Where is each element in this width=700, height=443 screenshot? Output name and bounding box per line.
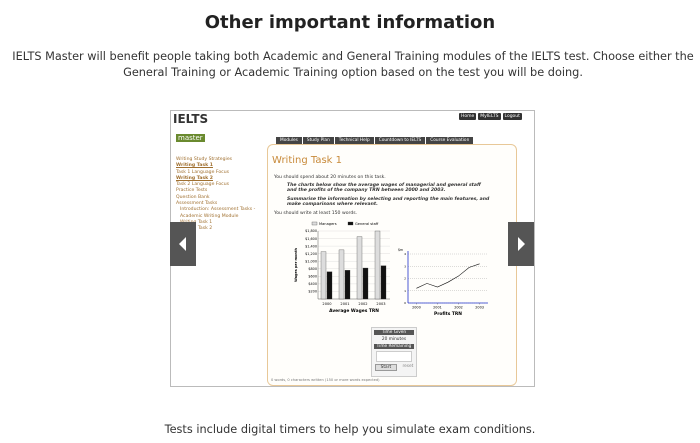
y-axis-title: $m <box>398 248 403 252</box>
y-tick-label: $1,400 <box>305 244 317 248</box>
y-tick-label: 1 <box>404 289 406 293</box>
logo: IELTS master <box>173 112 209 142</box>
top-link[interactable]: MyIELTS <box>478 113 501 120</box>
sidebar-item[interactable]: Writing Study Strategies <box>176 157 233 162</box>
chart-title: Average Wages TRN <box>329 308 379 314</box>
legend-swatch <box>311 221 318 226</box>
x-tick-label: 2002 <box>358 302 367 306</box>
x-tick-label: 2000 <box>322 302 332 306</box>
top-link[interactable]: Home <box>459 113 477 120</box>
line-chart: 0 1 2 3 4$m 2000 2001 2002 2003 Profits TRN <box>398 248 488 317</box>
sidebar-item[interactable]: Writing Task 2 <box>180 226 213 232</box>
bar <box>374 230 381 300</box>
sidebar-item[interactable]: Introduction: Assessment Tasks - Academi… <box>180 207 256 219</box>
title: Other important information <box>204 12 496 33</box>
y-tick-label: $400 <box>308 282 317 286</box>
y-tick-label: $1,200 <box>305 252 317 256</box>
label: Time Remaining <box>374 344 414 349</box>
legend-label: General staff <box>355 222 379 226</box>
x-tick-label: 2003 <box>376 302 385 306</box>
x-tick-label: 2002 <box>454 306 463 310</box>
sidebar-item[interactable]: Practice Tests <box>176 188 208 194</box>
y-tick-label: $1,000 <box>305 259 317 263</box>
bar <box>380 265 387 300</box>
line <box>416 263 480 289</box>
bar <box>362 267 369 300</box>
y-tick-label: $800 <box>308 267 317 271</box>
tab[interactable]: Countdown to IELTS <box>374 137 426 144</box>
sidebar-item[interactable]: Question Bank <box>176 194 210 200</box>
y-tick-label: 4 <box>404 252 406 256</box>
logo-text: IELTS <box>173 112 209 126</box>
top-link[interactable]: Logout <box>502 113 522 120</box>
sidebar-item[interactable]: Writing Task 1 <box>176 163 213 169</box>
text: You should spend about 20 minutes on thi… <box>274 175 386 180</box>
legend-label: Managers <box>319 222 337 226</box>
legend-swatch <box>347 221 354 226</box>
bar-chart: Managers General staff $200 $400 $600 $800 $1,… <box>294 221 390 314</box>
intro: IELTS Master will benefit people taking … <box>12 50 694 79</box>
next-arrow[interactable] <box>508 222 534 266</box>
sidebar-item[interactable]: Task 2 Language Focus <box>176 182 230 188</box>
clock <box>376 351 412 362</box>
bar <box>338 249 345 300</box>
y-tick-label: 3 <box>404 264 406 268</box>
footer: 0 words, 0 characters written (150 or mo… <box>271 378 380 382</box>
bar <box>356 236 363 300</box>
arrow-icon <box>518 237 525 251</box>
arrow-icon <box>179 237 186 251</box>
y-tick-label: 0 <box>404 301 406 305</box>
text: The charts below show the average wages … <box>287 183 481 193</box>
timer: Time Given 20 minutes Time Remaining Sta… <box>371 327 417 377</box>
y-tick-label: $1,600 <box>305 237 317 241</box>
sidebar-item[interactable]: Writing Task 2 <box>176 175 213 181</box>
logo-sub: master <box>176 134 205 142</box>
y-tick-label: $600 <box>308 275 317 279</box>
tab[interactable]: Course Evaluation <box>426 137 474 144</box>
tabs: Modules Study Plan Technical Help Countdown… <box>276 137 474 144</box>
sidebar-item[interactable]: Task 1 Language Focus <box>176 169 230 175</box>
y-tick-label: $200 <box>308 290 317 294</box>
sidebar: Writing Study Strategies Writing Task 1 Ta… <box>176 157 262 233</box>
y-axis-title: Wages per month <box>294 248 298 282</box>
chart-title: Profits TRN <box>434 311 462 317</box>
prev-arrow[interactable] <box>170 222 196 266</box>
sidebar-item[interactable]: Writing Task 1 <box>180 219 213 225</box>
value: 20 minutes <box>381 337 407 342</box>
text: You should write at least 150 words. <box>274 211 358 216</box>
x-tick-label: 2001 <box>340 302 349 306</box>
y-tick-label: 2 <box>404 277 406 281</box>
heading: Writing Task 1 <box>272 155 343 166</box>
x-tick-label: 2001 <box>433 306 442 310</box>
tab[interactable]: Technical Help <box>334 137 374 144</box>
y-tick-label: $1,800 <box>305 229 317 233</box>
caption: Tests include digital timers to help you… <box>164 423 536 436</box>
label: Time Given <box>374 330 414 335</box>
top-links: Home MyIELTS Logout <box>459 113 522 120</box>
bar <box>320 251 327 300</box>
x-tick-label: 2000 <box>412 306 421 310</box>
bar <box>326 271 333 300</box>
text: Summarise the information by selecting a… <box>287 197 490 207</box>
bar <box>344 270 351 300</box>
tab[interactable]: Study Plan <box>302 137 334 144</box>
sidebar-item[interactable]: Assessment Tasks <box>176 201 218 207</box>
x-tick-label: 2003 <box>475 306 484 310</box>
start-button[interactable]: Start <box>374 364 398 371</box>
tab[interactable]: Modules <box>276 137 302 144</box>
reset-link[interactable]: reset <box>402 364 414 369</box>
